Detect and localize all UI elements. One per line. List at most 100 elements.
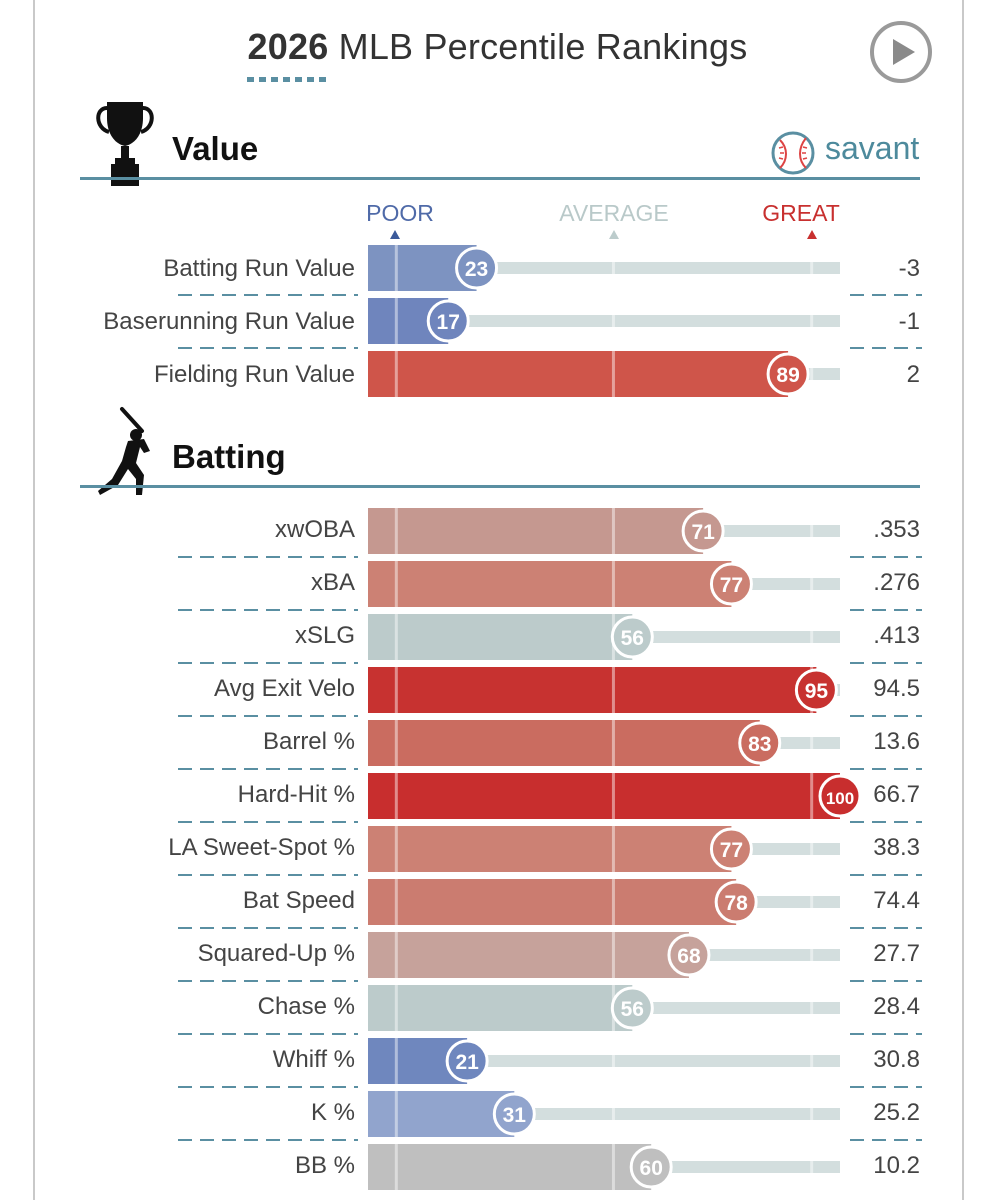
row-divider-left xyxy=(178,1086,358,1088)
row-divider-left xyxy=(178,821,358,823)
scale-poor-arrow xyxy=(390,230,400,239)
percentile-marker xyxy=(709,562,753,606)
percentile-label: 17 xyxy=(437,311,460,334)
metric-value: 13.6 xyxy=(873,728,920,755)
percentile-label: 83 xyxy=(748,733,771,756)
percentile-bar xyxy=(368,561,732,607)
page-title: 2026 MLB Percentile Rankings xyxy=(0,26,995,68)
row-divider-left xyxy=(178,715,358,717)
row-divider-right xyxy=(850,768,922,770)
percentile-marker xyxy=(766,352,810,396)
percentile-marker xyxy=(681,509,725,553)
metric-value: 27.7 xyxy=(873,940,920,967)
row-divider-left xyxy=(178,1139,358,1141)
row-divider-left xyxy=(178,874,358,876)
bar-track xyxy=(368,315,840,327)
metric-label: Chase % xyxy=(257,993,355,1020)
percentile-marker xyxy=(714,880,758,924)
section-rule-value xyxy=(80,177,920,180)
metric-label: Bat Speed xyxy=(242,887,355,914)
section-rule-batting xyxy=(80,485,920,488)
percentile-label: 77 xyxy=(720,574,743,597)
metric-label: BB % xyxy=(294,1152,355,1179)
row-divider-right xyxy=(850,556,922,558)
percentile-bar xyxy=(368,932,689,978)
percentile-label: 21 xyxy=(455,1051,479,1074)
metric-label: Hard-Hit % xyxy=(237,781,355,808)
percentile-marker xyxy=(818,774,862,818)
metric-label: LA Sweet-Spot % xyxy=(168,834,355,861)
metric-label: K % xyxy=(310,1099,355,1126)
savant-label: savant xyxy=(825,130,920,166)
play-button[interactable] xyxy=(870,21,932,83)
percentile-bar xyxy=(368,879,737,925)
percentile-bar xyxy=(368,667,817,713)
frame-border-left xyxy=(33,0,35,1200)
percentile-bar xyxy=(368,351,789,397)
metric-label: Avg Exit Velo xyxy=(214,675,355,702)
metric-value: -1 xyxy=(898,308,920,335)
percentile-label: 78 xyxy=(724,892,748,915)
percentile-label: 31 xyxy=(503,1104,527,1127)
scale-great-label: GREAT xyxy=(762,200,840,226)
percentile-label: 60 xyxy=(640,1157,663,1180)
row-divider-left xyxy=(178,927,358,929)
metric-value: 94.5 xyxy=(873,675,920,702)
metric-label: Barrel % xyxy=(262,728,355,755)
metric-value: 74.4 xyxy=(873,887,920,914)
title-underline xyxy=(247,77,331,82)
percentile-marker xyxy=(738,721,782,765)
metric-value: -3 xyxy=(898,255,920,282)
scale-great-arrow xyxy=(807,230,817,239)
metric-label: xBA xyxy=(310,569,355,596)
trophy-icon xyxy=(96,102,154,186)
percentile-label: 95 xyxy=(805,680,829,703)
baseball-logo-icon xyxy=(771,131,815,175)
percentile-marker xyxy=(455,246,499,290)
batter-icon xyxy=(98,407,150,495)
row-divider-right xyxy=(850,1086,922,1088)
section-title-batting: Batting xyxy=(172,438,286,475)
row-divider-right xyxy=(850,821,922,823)
section-title-value: Value xyxy=(172,130,259,167)
percentile-marker xyxy=(610,986,654,1030)
percentile-bar xyxy=(368,1144,652,1190)
metric-label: Whiff % xyxy=(272,1046,355,1073)
row-divider-right xyxy=(850,609,922,611)
row-divider-left xyxy=(178,556,358,558)
scale-average-arrow xyxy=(609,230,619,239)
percentile-bar xyxy=(368,614,633,660)
metric-value: 66.7 xyxy=(873,781,920,808)
percentile-label: 71 xyxy=(691,521,715,544)
row-divider-left xyxy=(178,768,358,770)
row-divider-left xyxy=(178,1033,358,1035)
row-divider-left xyxy=(178,980,358,982)
metric-label: Fielding Run Value xyxy=(153,361,355,388)
percentile-label: 100 xyxy=(826,789,854,808)
row-divider-left xyxy=(178,294,358,296)
row-divider-right xyxy=(850,927,922,929)
row-divider-right xyxy=(850,662,922,664)
metric-label: xSLG xyxy=(294,622,355,649)
play-icon xyxy=(893,39,915,65)
percentile-bar xyxy=(368,985,633,1031)
percentile-marker xyxy=(709,827,753,871)
percentile-marker xyxy=(629,1145,673,1189)
row-divider-right xyxy=(850,980,922,982)
frame-border-right xyxy=(962,0,964,1200)
row-divider-right xyxy=(850,347,922,349)
metric-value: .353 xyxy=(873,516,920,543)
title-text: MLB Percentile Rankings xyxy=(338,26,748,67)
row-divider-right xyxy=(850,874,922,876)
metric-value: 28.4 xyxy=(873,993,920,1020)
percentile-marker xyxy=(445,1039,489,1083)
metric-value: 30.8 xyxy=(873,1046,920,1073)
metric-value: 10.2 xyxy=(873,1152,920,1179)
percentile-bar xyxy=(368,826,732,872)
row-divider-left xyxy=(178,347,358,349)
scale-poor-label: POOR xyxy=(366,200,434,226)
metric-label: Squared-Up % xyxy=(197,940,355,967)
metric-value: .276 xyxy=(873,569,920,596)
percentile-label: 56 xyxy=(621,998,644,1021)
percentile-label: 56 xyxy=(621,627,644,650)
